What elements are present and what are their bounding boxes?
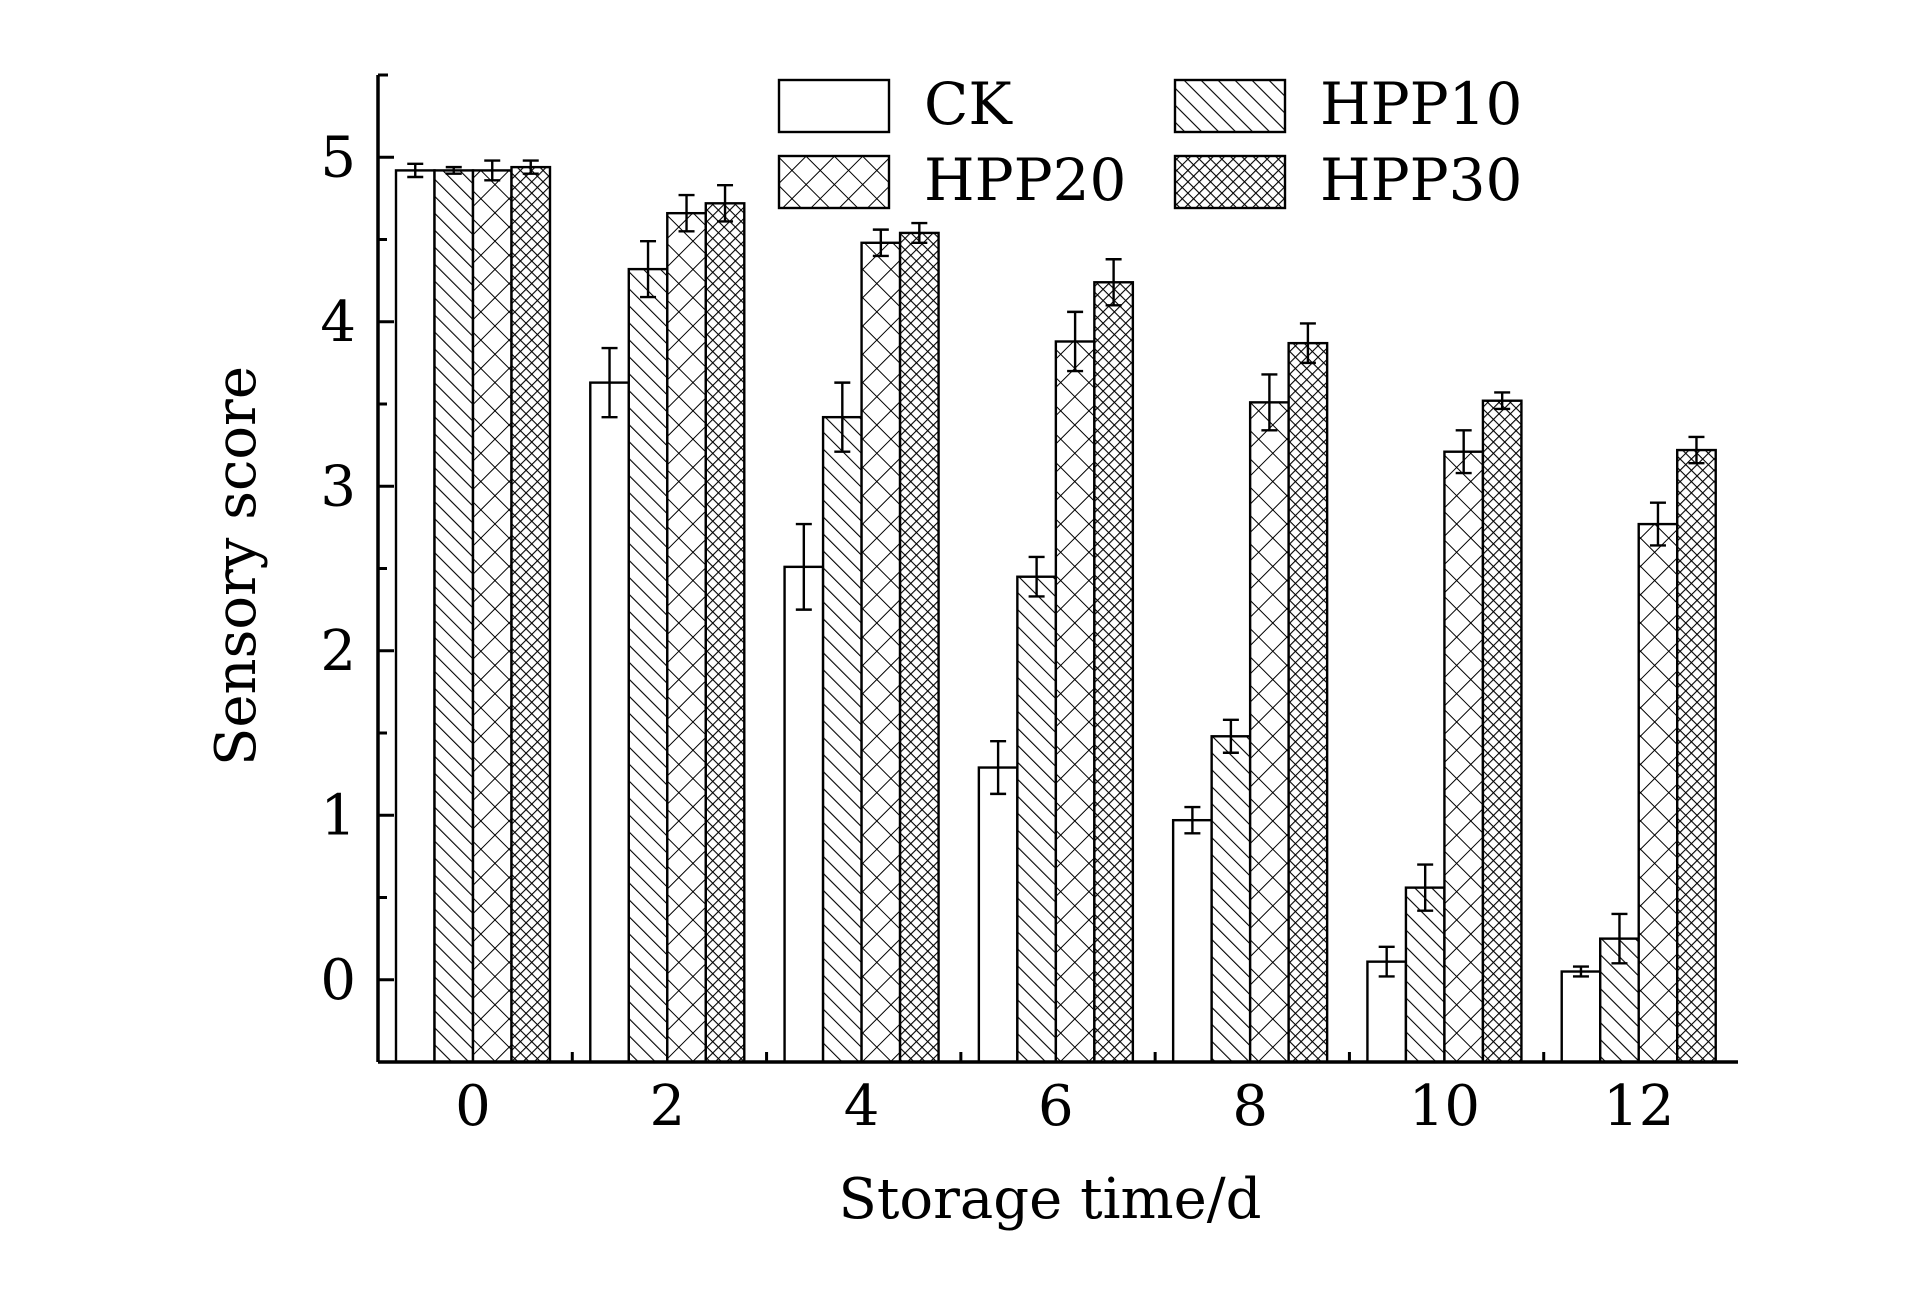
bar-ck-day-6 (977, 766, 1019, 1064)
bar-hpp20-day-10 (1443, 450, 1485, 1064)
y-tick-label-2: 2 (320, 619, 356, 684)
bar-hpp30-day-0 (510, 165, 552, 1064)
bar-hpp10-day-6 (1016, 575, 1058, 1064)
y-tick-label-0: 0 (320, 948, 356, 1013)
bar-hpp20-day-8 (1248, 401, 1290, 1064)
legend-label-hpp10: HPP10 (1320, 70, 1522, 138)
legend-swatch-hpp20 (777, 154, 891, 210)
x-tick-label-4: 4 (844, 1074, 880, 1139)
bar-hpp20-day-0 (471, 169, 513, 1064)
bar-hpp10-day-0 (433, 169, 475, 1064)
x-tick-label-12: 12 (1603, 1074, 1674, 1139)
legend-swatch-hpp30 (1173, 154, 1287, 210)
x-tick-label-6: 6 (1038, 1074, 1074, 1139)
y-tick-label-5: 5 (320, 125, 356, 190)
bar-ck-day-4 (783, 565, 825, 1064)
bar-hpp20-day-2 (666, 211, 707, 1064)
bar-hpp30-day-4 (898, 231, 940, 1064)
bar-ck-day-2 (589, 381, 630, 1064)
legend: CK HPP10 HPP20 HPP30 (777, 70, 1522, 214)
bar-hpp30-day-12 (1676, 448, 1717, 1064)
legend-label-ck: CK (924, 70, 1013, 138)
bars-layer (394, 165, 1717, 1064)
y-tick-label-1: 1 (320, 783, 356, 848)
bar-hpp10-day-8 (1210, 735, 1252, 1064)
bar-hpp20-day-6 (1054, 340, 1096, 1064)
x-tick-label-0: 0 (455, 1074, 491, 1139)
bar-hpp10-day-2 (627, 267, 669, 1064)
x-tick-label-8: 8 (1232, 1074, 1268, 1139)
y-tick-label-4: 4 (320, 290, 356, 355)
x-tick-label-10: 10 (1409, 1074, 1480, 1139)
legend-swatch-hpp10 (1173, 78, 1287, 134)
bar-hpp10-day-4 (821, 415, 863, 1064)
bar-hpp10-day-10 (1404, 886, 1446, 1064)
bar-hpp30-day-2 (704, 202, 746, 1064)
error-bars-layer (407, 159, 1705, 978)
x-axis-title: Storage time/d (839, 1167, 1262, 1232)
legend-label-hpp20: HPP20 (924, 146, 1126, 214)
x-tick-label-2: 2 (649, 1074, 685, 1139)
bar-hpp20-day-4 (860, 241, 902, 1064)
legend-label-hpp30: HPP30 (1320, 146, 1522, 214)
bar-hpp30-day-8 (1287, 341, 1329, 1064)
bar-hpp30-day-10 (1481, 399, 1523, 1064)
y-tick-label-3: 3 (320, 454, 356, 519)
bar-ck-day-12 (1560, 970, 1602, 1064)
y-axis-title: Sensory score (204, 366, 269, 766)
bar-hpp20-day-12 (1637, 522, 1679, 1064)
bar-hpp30-day-6 (1093, 281, 1135, 1064)
bar-ck-day-8 (1171, 818, 1213, 1064)
legend-swatch-ck (777, 78, 891, 134)
bar-ck-day-0 (394, 169, 436, 1064)
